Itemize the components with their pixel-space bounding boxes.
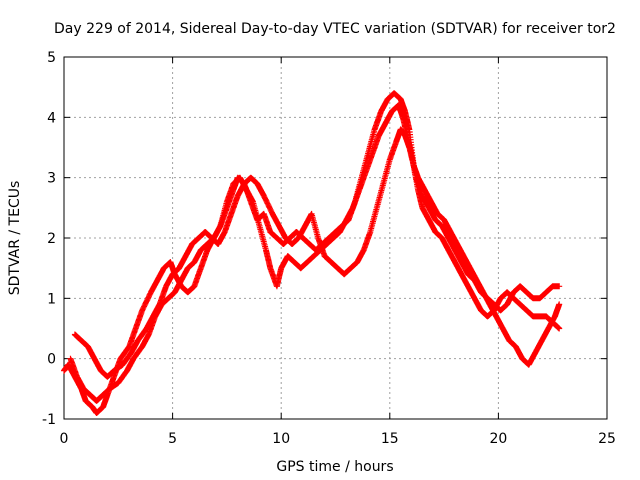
series-A-markers bbox=[61, 90, 563, 416]
x-tick-label: 15 bbox=[381, 431, 399, 447]
data-markers bbox=[61, 90, 563, 416]
x-tick-label: 25 bbox=[598, 431, 616, 447]
y-tick-label: 5 bbox=[47, 50, 56, 66]
y-tick-label: -1 bbox=[42, 412, 56, 428]
series-B-markers bbox=[67, 102, 563, 404]
y-tick-label: 2 bbox=[47, 231, 56, 247]
x-tick-label: 5 bbox=[168, 431, 177, 447]
y-tick-label: 1 bbox=[47, 291, 56, 307]
x-tick-label: 0 bbox=[60, 431, 69, 447]
x-axis-label: GPS time / hours bbox=[276, 459, 393, 475]
y-tick-label: 3 bbox=[47, 171, 56, 187]
series-C bbox=[71, 126, 563, 380]
series-A bbox=[61, 90, 563, 416]
x-tick-label: 20 bbox=[489, 431, 507, 447]
series-C-markers bbox=[71, 126, 563, 380]
x-tick-label: 10 bbox=[272, 431, 290, 447]
y-axis-label: SDTVAR / TECUs bbox=[7, 181, 23, 296]
chart-title: Day 229 of 2014, Sidereal Day-to-day VTE… bbox=[54, 21, 616, 37]
y-tick-label: 0 bbox=[47, 352, 56, 368]
y-tick-label: 4 bbox=[47, 110, 56, 126]
series-B bbox=[67, 102, 563, 404]
